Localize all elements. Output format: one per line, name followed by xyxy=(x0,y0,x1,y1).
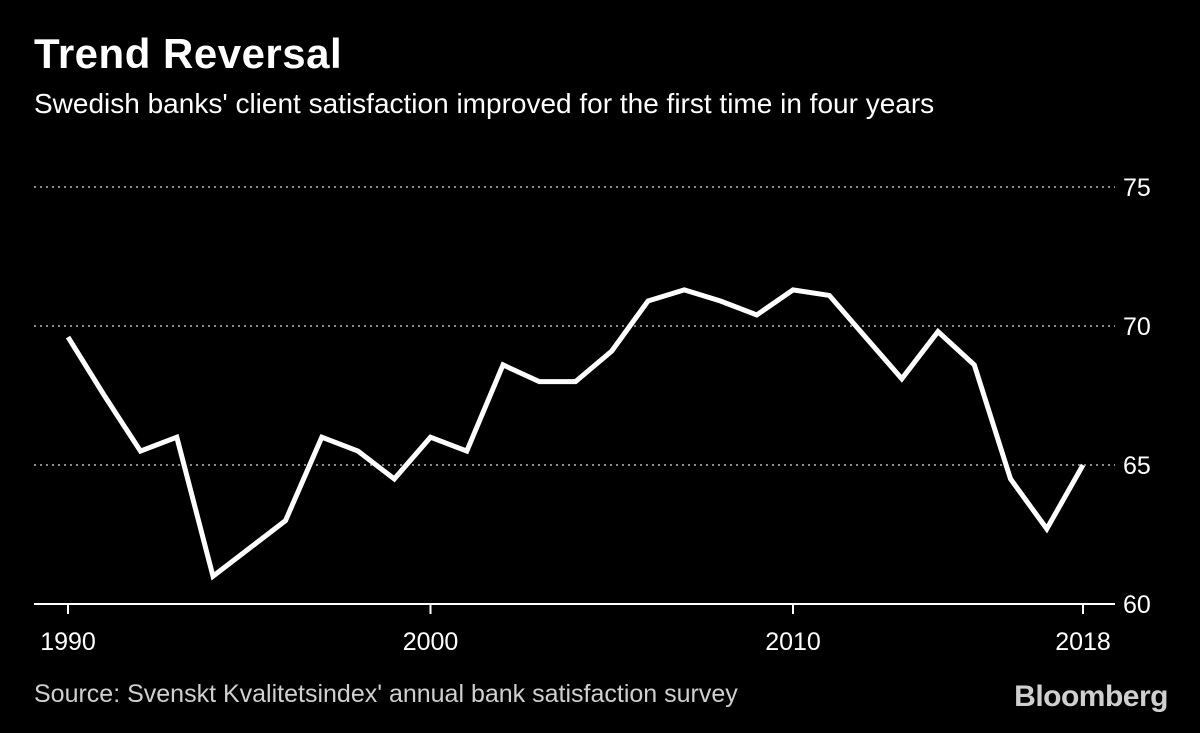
x-tick-label: 2000 xyxy=(403,628,459,656)
x-tick-label: 2010 xyxy=(765,628,821,656)
y-tick-label: 75 xyxy=(1123,174,1151,202)
x-tick-label: 2018 xyxy=(1055,628,1111,656)
chart-title: Trend Reversal xyxy=(34,30,343,77)
chart-subtitle: Swedish banks' client satisfaction impro… xyxy=(34,88,935,119)
y-tick-label: 70 xyxy=(1123,313,1151,341)
x-tick-label: 1990 xyxy=(40,628,96,656)
source-note: Source: Svenskt Kvalitetsindex' annual b… xyxy=(34,680,738,708)
y-tick-label: 65 xyxy=(1123,452,1151,480)
series xyxy=(65,287,1086,581)
bloomberg-logo: Bloomberg xyxy=(1014,680,1168,713)
gridlines xyxy=(34,186,1115,466)
series-line xyxy=(65,287,1086,581)
y-axis: 60 65 70 75 xyxy=(1123,174,1151,619)
y-tick-label: 60 xyxy=(1123,591,1151,619)
x-axis: 1990 2000 2010 2018 xyxy=(34,603,1115,656)
